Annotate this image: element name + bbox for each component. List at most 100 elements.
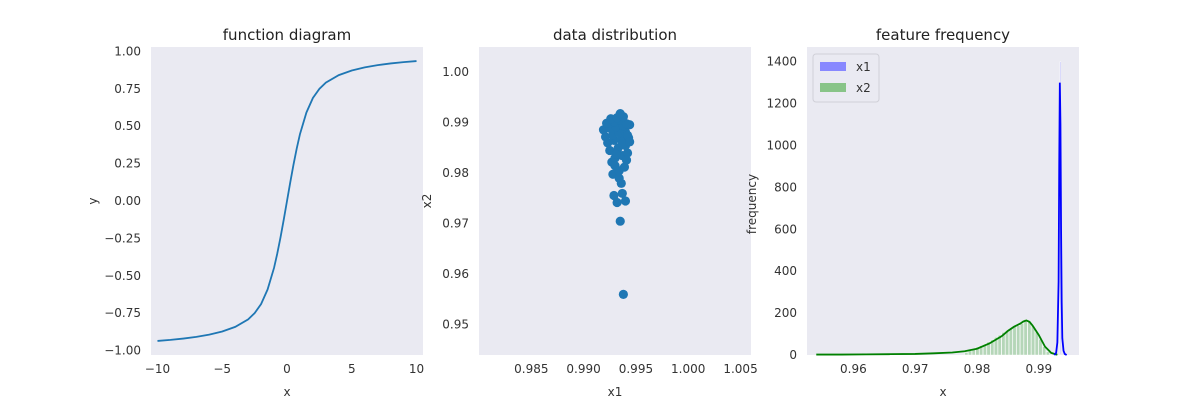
data-distribution-xtick-label: 0.995 <box>619 362 653 376</box>
legend-swatch-x1 <box>820 62 846 71</box>
feature-frequency-xtick-label: 0.98 <box>964 362 991 376</box>
kde-line-x1 <box>1053 82 1068 356</box>
histogram-bar-x2 <box>968 350 972 356</box>
feature-frequency-ytick-label: 1000 <box>766 138 797 152</box>
scatter-point <box>614 173 624 183</box>
scatter-point <box>621 119 632 129</box>
legend-label-x2: x2 <box>856 81 871 95</box>
feature-frequency-y-ticks: 0 200 400 600 800 1000 1200 1400 <box>766 55 797 362</box>
function-diagram-xlabel: x <box>283 385 290 399</box>
histogram-bar-x2 <box>1046 351 1050 356</box>
feature-frequency-marks <box>816 61 1068 356</box>
data-distribution-title: data distribution <box>553 26 677 44</box>
histogram-bar-x2 <box>982 343 987 356</box>
legend-label-x1: x1 <box>856 60 871 74</box>
histogram-bar-x2 <box>1027 321 1032 356</box>
function-diagram-ytick-label: −0.75 <box>104 306 141 320</box>
data-distribution-ytick-label: 1.00 <box>442 65 469 79</box>
histogram-bar-x2 <box>1023 319 1028 356</box>
histogram-bar-x2 <box>997 334 1002 356</box>
legend-swatch-x2 <box>820 83 846 92</box>
function-diagram-xtick-label: 5 <box>348 362 356 376</box>
histogram-bar-x2 <box>1020 323 1024 356</box>
data-distribution-marks <box>598 109 635 300</box>
histogram-bar-x2 <box>990 339 995 356</box>
feature-frequency-panel: feature frequency x frequency 0.96 0.97 0.… <box>745 26 1079 399</box>
scatter-point <box>625 137 635 147</box>
function-diagram-xtick-label: −5 <box>213 362 231 376</box>
histogram-bar-x2 <box>975 346 980 356</box>
histogram-bar-x2 <box>1031 325 1035 356</box>
feature-frequency-ytick-label: 200 <box>774 306 797 320</box>
feature-frequency-ytick-label: 400 <box>774 264 797 278</box>
histogram-bar-x2 <box>1034 331 1039 356</box>
function-line <box>157 60 417 342</box>
histogram-bar-x2 <box>1001 332 1006 356</box>
data-distribution-xtick-label: 1.000 <box>671 362 705 376</box>
data-distribution-panel: data distribution x1 x2 0.985 0.990 0.995 1… <box>420 26 758 399</box>
scatter-point <box>610 161 620 171</box>
function-diagram-panel: function diagram x y −10 −5 0 5 10 −1.00 −0.7… <box>86 26 424 399</box>
function-diagram-ytick-label: 0.50 <box>114 119 141 133</box>
feature-frequency-ytick-label: 0 <box>789 348 797 362</box>
function-diagram-ytick-label: −0.50 <box>104 269 141 283</box>
data-distribution-xtick-label: 0.990 <box>566 362 600 376</box>
function-diagram-y-ticks: −1.00 −0.75 −0.50 −0.25 0.00 0.25 0.50 0.75 1.00 <box>104 44 141 357</box>
scatter-point <box>621 155 632 165</box>
scatter-point <box>615 216 625 226</box>
feature-frequency-xtick-label: 0.97 <box>902 362 929 376</box>
scatter-point <box>618 289 628 300</box>
function-diagram-ytick-label: 0.75 <box>114 82 141 96</box>
feature-frequency-xtick-label: 0.96 <box>840 362 867 376</box>
histogram-bar-x2 <box>979 345 983 356</box>
scatter-point <box>620 196 631 206</box>
feature-frequency-xtick-label: 0.99 <box>1025 362 1052 376</box>
scatter-point <box>617 188 627 199</box>
data-distribution-ytick-label: 0.97 <box>442 217 469 231</box>
histogram-bar-x2 <box>986 341 991 356</box>
function-diagram-ytick-label: 0.00 <box>114 194 141 208</box>
feature-frequency-ylabel: frequency <box>745 174 759 234</box>
scatter-point <box>611 149 621 159</box>
feature-frequency-ytick-label: 1200 <box>766 97 797 111</box>
scatter-point <box>619 162 630 172</box>
function-diagram-xtick-label: 0 <box>283 362 291 376</box>
function-diagram-ylabel: y <box>86 197 100 204</box>
data-distribution-ytick-label: 0.96 <box>442 267 469 281</box>
function-diagram-xtick-label: 10 <box>409 362 424 376</box>
histogram-bar-x2 <box>1016 325 1021 356</box>
function-diagram-ytick-label: −1.00 <box>104 344 141 358</box>
scatter-point <box>600 132 611 142</box>
scatter-point <box>615 109 625 119</box>
histogram-bar-x2 <box>964 352 969 356</box>
scatter-point <box>609 190 619 201</box>
data-distribution-ytick-label: 0.95 <box>442 318 469 332</box>
histogram-bar-x2 <box>1005 330 1009 356</box>
data-distribution-xtick-label: 1.005 <box>723 362 757 376</box>
data-distribution-xtick-label: 0.985 <box>514 362 548 376</box>
function-diagram-title: function diagram <box>223 26 351 44</box>
data-distribution-ytick-label: 0.99 <box>442 116 469 130</box>
function-diagram-xtick-label: −10 <box>145 362 170 376</box>
histogram-bar-x2 <box>1012 326 1017 356</box>
histogram-bar-x2 <box>1008 328 1013 356</box>
feature-frequency-title: feature frequency <box>876 26 1010 44</box>
kde-line-x2 <box>816 319 1058 356</box>
scatter-point <box>617 139 627 149</box>
function-diagram-ytick-label: −0.25 <box>104 231 141 245</box>
function-diagram-ytick-label: 1.00 <box>114 44 141 58</box>
feature-frequency-ytick-label: 800 <box>774 180 797 194</box>
data-distribution-y-ticks: 0.95 0.96 0.97 0.98 0.99 1.00 <box>442 65 469 331</box>
feature-frequency-ytick-label: 600 <box>774 222 797 236</box>
data-distribution-xlabel: x1 <box>608 385 623 399</box>
data-distribution-ylabel: x2 <box>420 194 434 209</box>
function-diagram-ytick-label: 0.25 <box>114 157 141 171</box>
histogram-bar-x2 <box>994 336 998 356</box>
scatter-point <box>622 148 633 158</box>
data-distribution-x-ticks: 0.985 0.990 0.995 1.000 1.005 <box>514 362 758 376</box>
function-diagram-marks <box>157 60 417 342</box>
feature-frequency-xlabel: x <box>939 385 946 399</box>
function-diagram-x-ticks: −10 −5 0 5 10 <box>145 362 424 376</box>
data-distribution-ytick-label: 0.98 <box>442 166 469 180</box>
